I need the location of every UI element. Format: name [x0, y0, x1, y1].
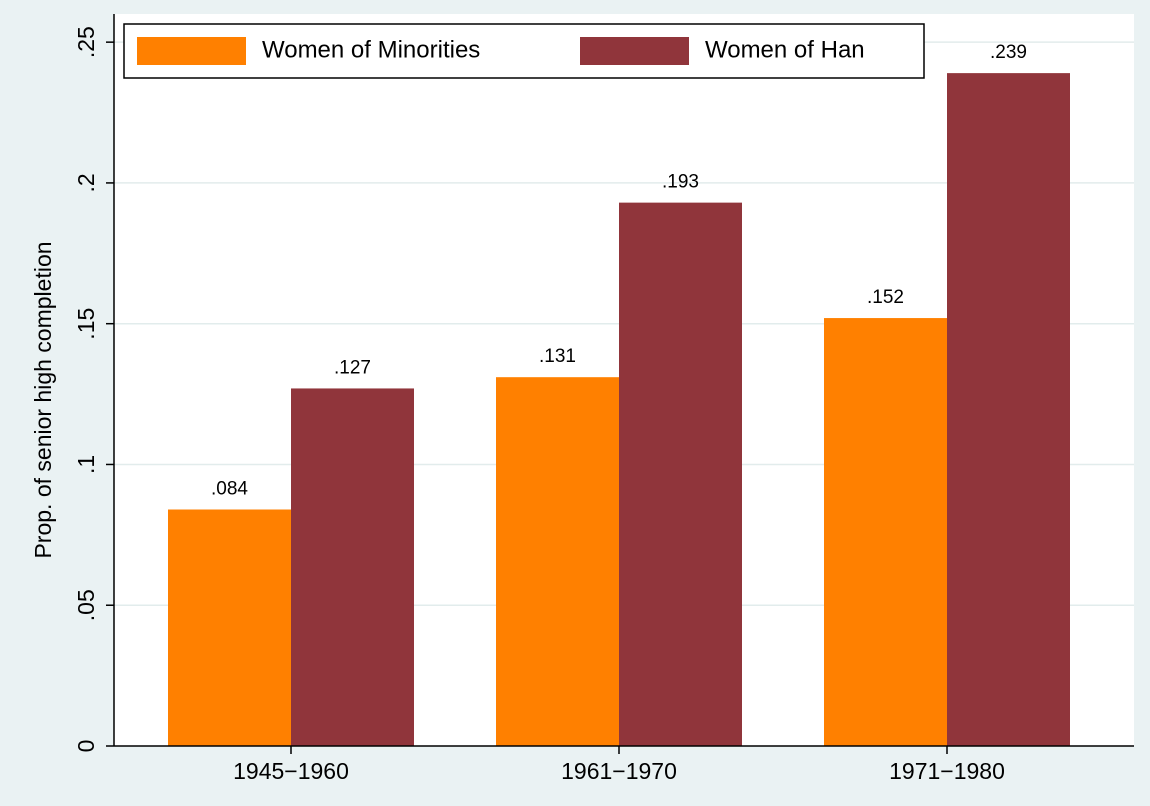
bar [496, 377, 619, 746]
legend-swatch [580, 37, 689, 65]
bar [824, 318, 947, 746]
value-label: .239 [990, 42, 1027, 63]
legend-label: Women of Han [705, 36, 865, 63]
legend-box [123, 23, 925, 79]
y-axis-label: Prop. of senior high completion [30, 241, 56, 558]
x-tick-label: 1971−1980 [889, 758, 1005, 784]
legend-swatch [137, 37, 246, 65]
y-tick-label: .25 [73, 26, 99, 58]
bar [619, 202, 742, 747]
legend-label: Women of Minorities [262, 36, 480, 63]
bar [291, 388, 414, 746]
value-label: .084 [211, 479, 248, 500]
y-tick-label: .15 [73, 308, 99, 340]
y-tick-label: .2 [73, 173, 99, 192]
bar [947, 73, 1070, 747]
value-label: .131 [539, 346, 576, 367]
value-label: .127 [334, 357, 371, 378]
x-tick-label: 1945−1960 [233, 758, 349, 784]
bar [168, 509, 291, 746]
value-label: .193 [662, 172, 699, 193]
y-tick-label: .1 [73, 455, 99, 474]
x-tick-label: 1961−1970 [561, 758, 677, 784]
value-label: .152 [867, 287, 904, 308]
y-tick-label: 0 [73, 740, 99, 753]
y-tick-label: .05 [73, 589, 99, 621]
